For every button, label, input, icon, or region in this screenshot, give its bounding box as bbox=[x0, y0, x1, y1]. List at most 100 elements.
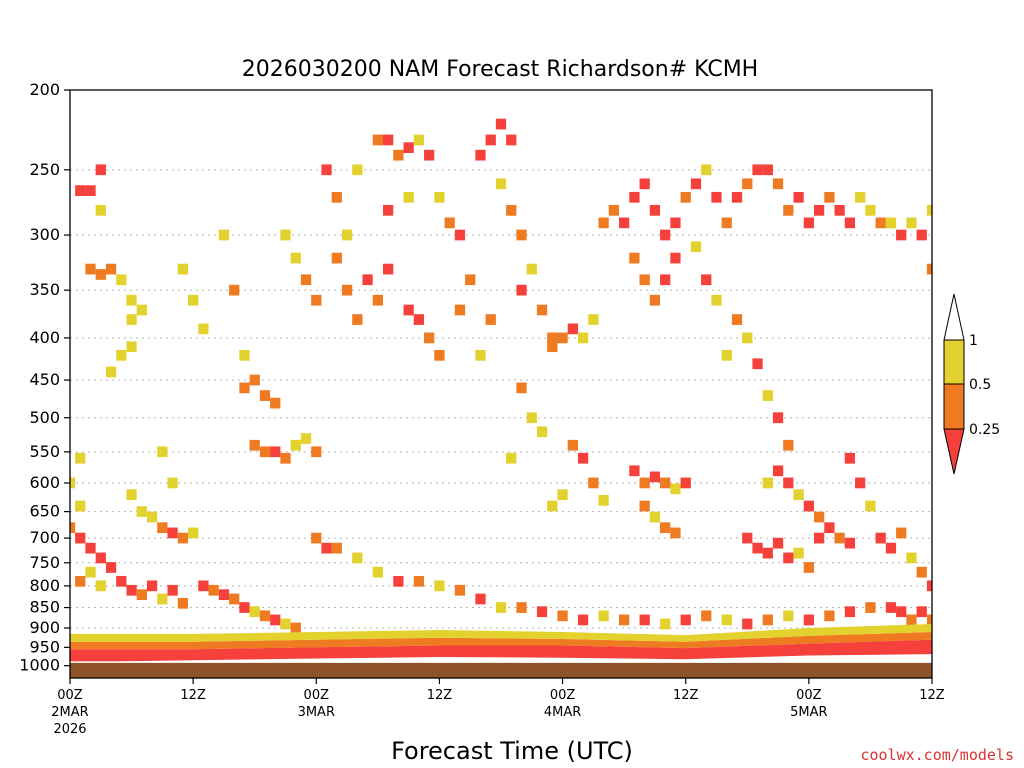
ri-cell-6 bbox=[105, 263, 117, 275]
ri-cell-28 bbox=[146, 580, 158, 592]
ri-cell-165 bbox=[834, 532, 845, 544]
ri-cell-142 bbox=[906, 217, 917, 229]
colorbar-yellow-bin bbox=[943, 339, 965, 385]
ri-cell-106 bbox=[547, 341, 558, 353]
ri-cell-93 bbox=[495, 118, 507, 130]
ri-cell-215 bbox=[454, 584, 466, 596]
ri-cell-151 bbox=[680, 477, 691, 489]
ri-cell-224 bbox=[639, 614, 650, 626]
ri-cell-210 bbox=[352, 552, 363, 564]
ri-cell-134 bbox=[824, 191, 835, 203]
ri-cell-158 bbox=[762, 547, 773, 559]
ri-cell-206 bbox=[547, 500, 558, 512]
ri-cell-231 bbox=[783, 610, 794, 622]
ri-cell-236 bbox=[198, 580, 209, 592]
ri-cell-32 bbox=[126, 489, 137, 501]
ri-cell-36 bbox=[167, 527, 178, 539]
ri-cell-181 bbox=[926, 580, 932, 592]
ri-cell-192 bbox=[742, 332, 753, 344]
y-tick-label-300: 300 bbox=[29, 225, 60, 244]
ri-cell-11 bbox=[126, 341, 137, 353]
x-tick-label-7-0: 12Z bbox=[919, 688, 945, 703]
ri-cell-50 bbox=[270, 397, 281, 409]
ri-cell-169 bbox=[783, 477, 794, 489]
y-tick-label-550: 550 bbox=[29, 442, 60, 461]
ri-cell-201 bbox=[567, 439, 578, 451]
ri-cell-31 bbox=[177, 597, 189, 609]
ri-cell-67 bbox=[341, 284, 353, 296]
x-tick-label-5-0: 12Z bbox=[673, 688, 699, 703]
y-tick-label-750: 750 bbox=[29, 553, 60, 572]
colorbar: 1 0.5 0.25 bbox=[943, 293, 1000, 475]
ri-cell-207 bbox=[311, 532, 322, 544]
ri-cell-233 bbox=[824, 610, 835, 622]
y-tick-label-950: 950 bbox=[29, 637, 60, 656]
ri-cell-164 bbox=[824, 522, 835, 534]
colorbar-orange-bin bbox=[943, 383, 965, 430]
ri-cell-203 bbox=[588, 477, 599, 489]
ri-cell-24 bbox=[105, 562, 117, 573]
ri-cell-126 bbox=[742, 178, 753, 190]
ri-cell-130 bbox=[783, 204, 794, 216]
ri-cell-129 bbox=[772, 178, 784, 190]
ri-cell-119 bbox=[670, 252, 681, 264]
ri-cell-54 bbox=[280, 452, 291, 464]
ri-cell-237 bbox=[208, 584, 219, 596]
x-tick-label-0-1: 2MAR bbox=[51, 705, 88, 720]
ri-cell-115 bbox=[629, 252, 640, 264]
surface-layer bbox=[70, 661, 932, 678]
ri-cell-46 bbox=[239, 349, 250, 361]
ri-cell-95 bbox=[495, 178, 507, 190]
y-tick-label-350: 350 bbox=[29, 280, 60, 299]
ri-cell-216 bbox=[475, 593, 486, 605]
x-tick-label-1-0: 12Z bbox=[180, 688, 206, 703]
ri-cell-42 bbox=[188, 294, 199, 306]
ri-cell-89 bbox=[475, 349, 486, 361]
ri-cell-116 bbox=[639, 274, 650, 286]
ri-cell-223 bbox=[619, 614, 630, 626]
ri-cell-193 bbox=[721, 349, 732, 361]
ri-cell-243 bbox=[270, 614, 281, 626]
ri-cell-150 bbox=[670, 483, 681, 495]
ri-cell-76 bbox=[403, 142, 414, 154]
ri-cell-238 bbox=[218, 589, 230, 601]
ri-cell-110 bbox=[629, 191, 640, 203]
y-tick-label-600: 600 bbox=[29, 473, 60, 492]
ri-cell-199 bbox=[506, 452, 517, 464]
ri-cell-16 bbox=[75, 500, 86, 512]
y-tick-label-850: 850 bbox=[29, 598, 60, 617]
ri-cell-171 bbox=[803, 500, 814, 512]
ri-cell-227 bbox=[701, 610, 712, 622]
ri-cell-64 bbox=[331, 252, 342, 264]
ri-cell-101 bbox=[547, 332, 558, 344]
ri-cell-77 bbox=[403, 191, 414, 203]
ri-cell-58 bbox=[280, 229, 291, 241]
ri-cell-152 bbox=[639, 500, 650, 512]
ri-cell-213 bbox=[413, 575, 425, 587]
ri-cell-82 bbox=[424, 332, 435, 344]
ri-cell-113 bbox=[660, 229, 671, 241]
ri-cell-34 bbox=[146, 511, 158, 523]
ri-cell-14 bbox=[75, 452, 86, 464]
y-tick-label-250: 250 bbox=[29, 160, 60, 179]
ri-cell-37 bbox=[177, 532, 189, 544]
ri-cell-112 bbox=[649, 204, 661, 216]
colorbar-label-low: 0.25 bbox=[969, 422, 1000, 438]
ri-cell-52 bbox=[259, 446, 271, 458]
ri-cell-40 bbox=[167, 477, 178, 489]
ri-cell-19 bbox=[85, 542, 96, 554]
ri-cell-0 bbox=[75, 185, 86, 196]
x-tick-label-0-0: 00Z bbox=[57, 688, 83, 703]
ri-cell-146 bbox=[629, 465, 640, 477]
y-tick-label-400: 400 bbox=[29, 328, 60, 347]
richardson-cells bbox=[70, 118, 932, 634]
ri-cell-175 bbox=[865, 500, 876, 512]
ri-cell-49 bbox=[259, 390, 271, 401]
ri-cell-177 bbox=[885, 542, 897, 554]
ri-cell-128 bbox=[762, 164, 773, 176]
ri-cell-200 bbox=[536, 426, 548, 438]
ri-cell-86 bbox=[454, 229, 466, 241]
x-tick-label-3-0: 12Z bbox=[427, 688, 453, 703]
ri-cell-78 bbox=[413, 134, 425, 146]
ri-cell-27 bbox=[136, 589, 147, 601]
